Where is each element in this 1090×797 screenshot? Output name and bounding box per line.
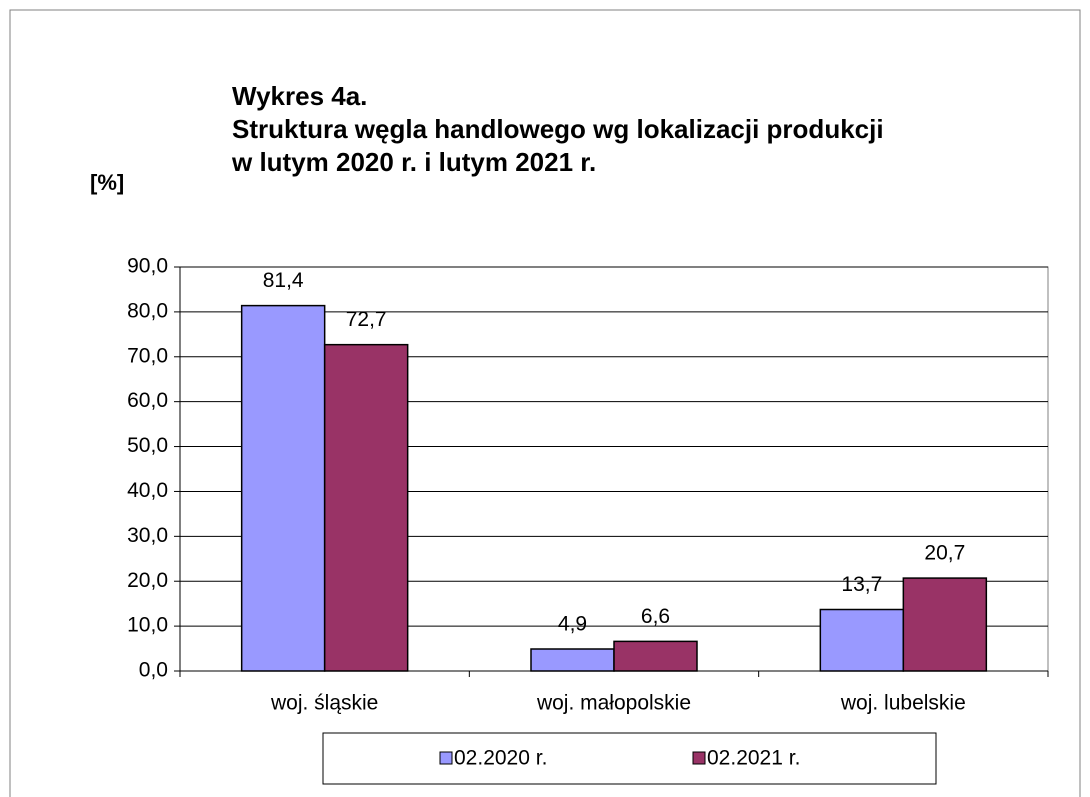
y-tick-label: 80,0 <box>127 299 168 322</box>
y-tick-label: 60,0 <box>127 389 168 412</box>
x-tick-label: woj. lubelskie <box>840 692 966 715</box>
data-label: 13,7 <box>841 573 882 596</box>
x-tick-label: woj. śląskie <box>270 692 378 715</box>
frame <box>9 9 1081 797</box>
data-label: 72,7 <box>346 308 387 331</box>
bar <box>613 640 698 672</box>
legend <box>322 732 937 785</box>
y-tick-label: 10,0 <box>127 614 168 637</box>
legend-swatch <box>439 751 453 765</box>
chart-title: w lutym 2020 r. i lutym 2021 r. <box>231 147 596 177</box>
x-tick-label: woj. małopolskie <box>536 692 691 715</box>
y-tick-label: 30,0 <box>127 524 168 547</box>
legend-label: 02.2020 r. <box>454 747 547 770</box>
data-label: 20,7 <box>924 542 965 565</box>
bar <box>819 608 905 672</box>
legend-swatch <box>692 751 706 765</box>
y-tick-label: 20,0 <box>127 569 168 592</box>
bar <box>530 648 615 672</box>
chart-title: Struktura węgla handlowego wg lokalizacj… <box>232 114 884 144</box>
y-tick-label: 0,0 <box>139 659 168 682</box>
legend-label: 02.2021 r. <box>707 747 800 770</box>
data-label: 81,4 <box>263 269 304 292</box>
y-axis-label: [%] <box>90 170 124 195</box>
data-label: 4,9 <box>558 613 587 636</box>
y-tick-label: 40,0 <box>127 479 168 502</box>
y-tick-label: 70,0 <box>127 344 168 367</box>
chart-title: Wykres 4a. <box>232 81 367 111</box>
bar <box>323 343 409 672</box>
bar <box>902 577 988 672</box>
data-label: 6,6 <box>641 605 670 628</box>
y-tick-label: 50,0 <box>127 434 168 457</box>
y-tick-label: 90,0 <box>127 255 168 278</box>
bar <box>240 304 326 672</box>
